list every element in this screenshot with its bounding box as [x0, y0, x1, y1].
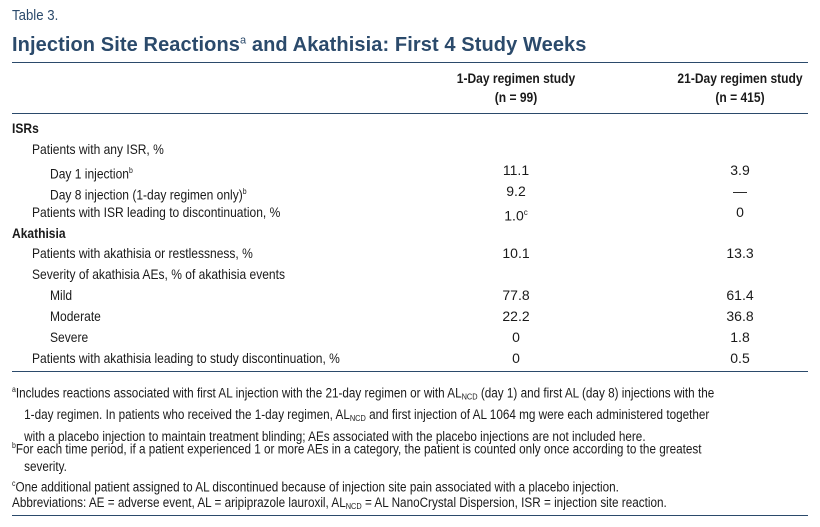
column-header-21-day: 21-Day regimen study (n = 415) — [677, 70, 803, 105]
cell-21-day: 36.8 — [726, 308, 754, 325]
footnote-line: severity. — [24, 459, 67, 474]
cell-21-day: 61.4 — [726, 287, 754, 304]
footnote-abbreviations: Abbreviations: AE = adverse event, AL = … — [12, 494, 812, 516]
header-rule — [12, 113, 808, 114]
cell-1-day: 77.8 — [502, 287, 530, 304]
table-row: Mild 77.8 61.4 — [0, 285, 820, 306]
table-section-row: Akathisia — [0, 223, 820, 244]
row-label: Severe — [50, 329, 89, 345]
table-label: Table 3. — [12, 7, 59, 24]
row-label: Akathisia — [12, 224, 66, 241]
table-row: Moderate 22.2 36.8 — [0, 306, 820, 327]
cell-1-day: 22.2 — [502, 308, 530, 325]
cell-1-day: 9.2 — [506, 182, 526, 199]
footnote-line: Abbreviations: AE = adverse event, AL = … — [12, 495, 667, 511]
top-rule — [12, 62, 808, 63]
row-label: Severity of akathisia AEs, % of akathisi… — [32, 266, 285, 283]
bottom-rule — [12, 515, 808, 516]
row-label: Patients with any ISR, % — [32, 140, 164, 157]
cell-1-day: 11.1 — [502, 161, 530, 178]
cell-21-day: 13.3 — [726, 245, 754, 262]
footnote-b: bFor each time period, if a patient expe… — [12, 437, 812, 476]
footnote-line: bFor each time period, if a patient expe… — [12, 441, 702, 457]
table-row: Patients with akathisia leading to study… — [0, 348, 820, 369]
cell-21-day: 0.5 — [730, 349, 750, 366]
table-title: Injection Site Reactionsa and Akathisia:… — [12, 34, 587, 56]
row-label: Day 8 injection (1-day regimen only)b — [50, 186, 247, 203]
footnote-a: aIncludes reactions associated with firs… — [12, 381, 812, 445]
table-row: Severity of akathisia AEs, % of akathisi… — [0, 264, 820, 285]
table-row: Day 1 injectionb 11.1 3.9 — [0, 160, 820, 182]
table-section-row: ISRs — [0, 118, 820, 139]
cell-21-day: 1.8 — [730, 329, 750, 345]
row-label: Moderate — [50, 308, 101, 325]
row-label: Patients with akathisia or restlessness,… — [32, 245, 253, 262]
footnote-c: cOne additional patient assigned to AL d… — [12, 475, 812, 496]
cell-1-day: 10.1 — [502, 245, 530, 262]
table-row: Severe 0 1.8 — [0, 327, 820, 348]
table-row: Patients with ISR leading to discontinua… — [0, 202, 820, 224]
column-header-1-day: 1-Day regimen study (n = 99) — [456, 70, 576, 105]
table-row: Patients with any ISR, % — [0, 139, 820, 160]
row-label: Mild — [50, 287, 73, 304]
cell-21-day: 0 — [736, 203, 744, 220]
cell-1-day: 1.0c — [504, 207, 528, 224]
body-bottom-rule — [12, 371, 808, 372]
table-row: Day 8 injection (1-day regimen only)b 9.2… — [0, 181, 820, 203]
row-label: ISRs — [12, 120, 39, 136]
row-label: Patients with ISR leading to discontinua… — [32, 203, 281, 220]
footnote-line: with a placebo injection to maintain tre… — [24, 428, 646, 444]
row-label: Day 1 injectionb — [50, 165, 133, 182]
footnote-line: 1-day regimen. In patients who received … — [24, 407, 710, 423]
footnote-line: aIncludes reactions associated with firs… — [12, 385, 715, 402]
cell-21-day: 3.9 — [730, 161, 750, 178]
row-label: Patients with akathisia leading to study… — [32, 349, 340, 366]
cell-1-day: 0 — [512, 329, 520, 345]
table-row: Patients with akathisia or restlessness,… — [0, 243, 820, 264]
cell-21-day: — — [733, 182, 747, 199]
footnote-line: cOne additional patient assigned to AL d… — [12, 479, 619, 495]
cell-1-day: 0 — [512, 349, 520, 366]
